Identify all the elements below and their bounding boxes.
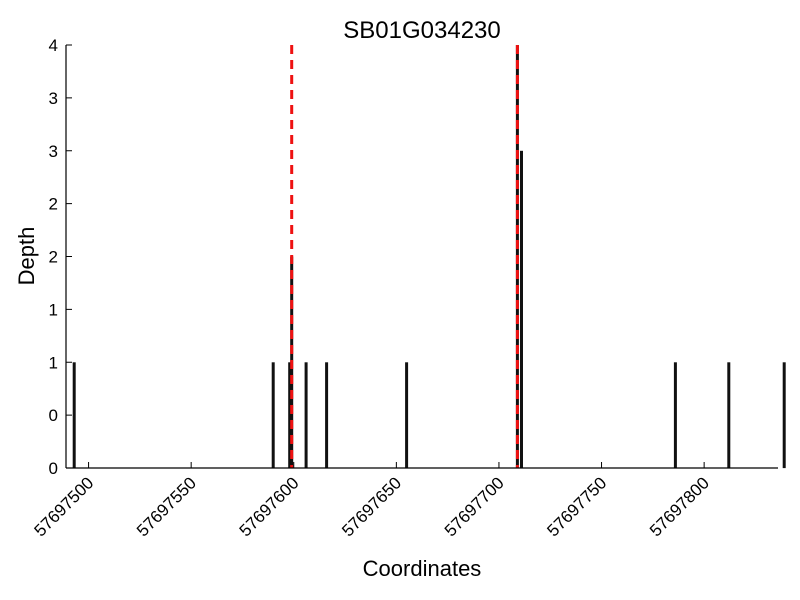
x-tick-label: 57697550: [133, 473, 200, 540]
y-tick-label: 1: [49, 300, 58, 319]
depth-bar: [673, 362, 677, 469]
x-tick-label: 57697650: [338, 473, 405, 540]
depth-bar: [727, 362, 731, 469]
y-tick-label: 0: [49, 459, 58, 478]
y-tick-label: 3: [49, 89, 58, 108]
depth-bar: [271, 362, 275, 469]
depth-bar: [72, 362, 76, 469]
y-tick-label: 3: [49, 142, 58, 161]
x-tick-label: 57697800: [646, 473, 713, 540]
y-axis-title: Depth: [14, 227, 39, 286]
x-tick-label: 57697700: [441, 473, 508, 540]
depth-bar: [405, 362, 409, 469]
x-axis-title: Coordinates: [363, 556, 482, 581]
y-tick-label: 1: [49, 353, 58, 372]
y-tick-label: 2: [49, 195, 58, 214]
x-tick-label: 57697500: [30, 473, 97, 540]
depth-bar: [782, 362, 786, 469]
depth-bar: [325, 362, 329, 469]
x-tick-label: 57697600: [236, 473, 303, 540]
chart-title: SB01G034230: [343, 17, 500, 44]
x-tick-label: 57697750: [543, 473, 610, 540]
plot-area: 0 0 1 1 2 2 3 3 4 57697500 57697550 57697600 5769765…: [30, 36, 786, 540]
depth-bar: [520, 150, 523, 469]
y-tick-label: 4: [49, 36, 58, 55]
depth-bar: [288, 362, 292, 469]
y-tick-label: 2: [49, 248, 58, 267]
y-tick-label: 0: [49, 406, 58, 425]
depth-bar: [304, 362, 308, 469]
